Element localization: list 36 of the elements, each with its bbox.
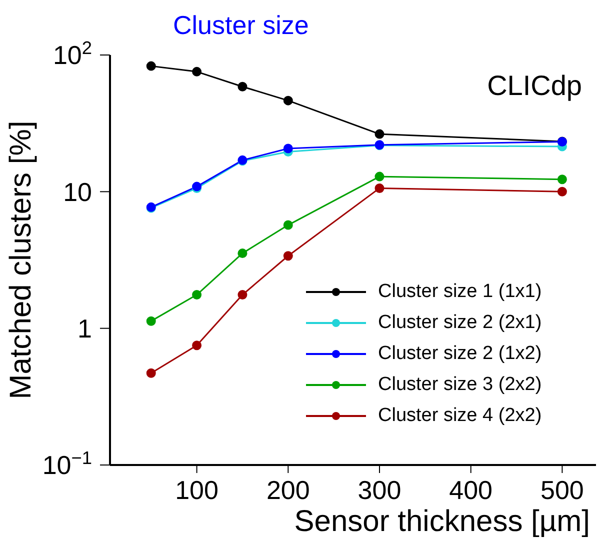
point — [192, 340, 202, 350]
y-axis-title: Matched clusters [%] — [4, 120, 38, 400]
legend-label: Cluster size 1 (1x1) — [378, 280, 542, 302]
point — [283, 96, 293, 106]
point — [283, 220, 293, 230]
y-tick-label: 10 — [63, 176, 92, 207]
x-tick-label: 500 — [540, 475, 584, 505]
annotation: CLICdp — [487, 70, 582, 102]
y-tick-label: 1 — [78, 313, 92, 344]
point — [374, 129, 384, 139]
point — [374, 172, 384, 182]
point — [146, 316, 156, 326]
point — [238, 82, 248, 92]
x-tick-label: 100 — [175, 475, 218, 505]
legend-label: Cluster size 4 (2x2) — [378, 404, 542, 426]
point — [146, 61, 156, 71]
legend-label: Cluster size 3 (2x2) — [378, 374, 542, 396]
legend-label: Cluster size 2 (2x1) — [378, 312, 542, 334]
x-axis-title: Sensor thickness [µm] — [294, 505, 590, 538]
y-tick-label: 10$^{2}$ — [52, 38, 92, 70]
point — [192, 66, 202, 76]
point — [238, 248, 248, 258]
point — [283, 251, 293, 261]
point — [238, 290, 248, 300]
y-tick-label: 10$^{−1}$ — [42, 448, 92, 480]
point — [283, 144, 293, 154]
x-tick-label: 200 — [266, 475, 310, 505]
point — [557, 186, 567, 196]
point — [557, 174, 567, 184]
point — [374, 183, 384, 193]
chart-title: Cluster size — [173, 10, 309, 41]
point — [192, 290, 202, 300]
x-tick-label: 300 — [358, 475, 402, 505]
legend-label: Cluster size 2 (1x2) — [378, 342, 542, 364]
point — [146, 368, 156, 378]
x-tick-label: 400 — [449, 475, 493, 505]
